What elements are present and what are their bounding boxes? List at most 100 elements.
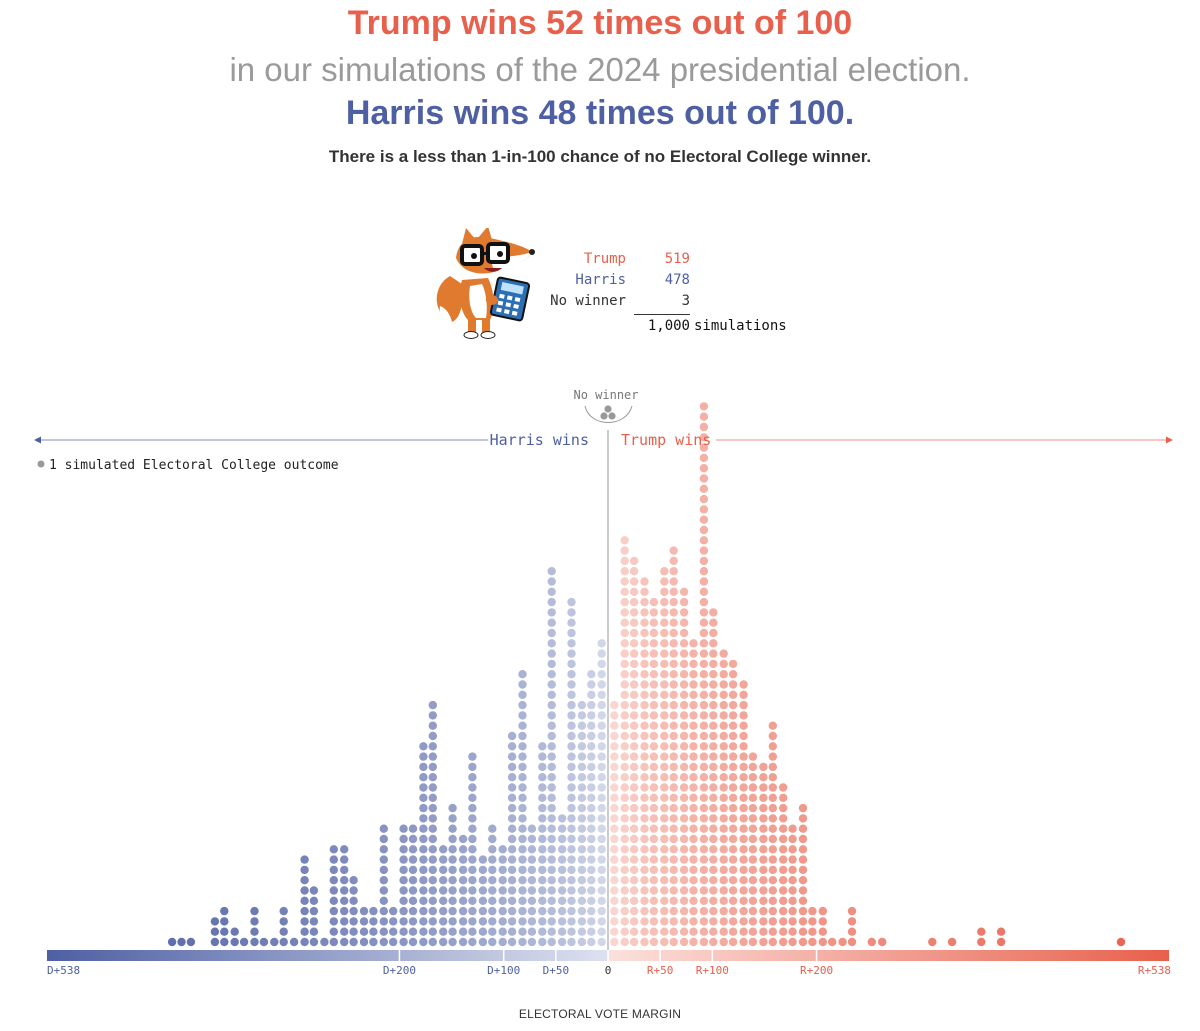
simulation-dot (779, 803, 788, 813)
simulation-dot (518, 886, 527, 895)
simulation-dot (567, 845, 576, 854)
simulation-dot (379, 906, 388, 916)
simulation-dot (428, 762, 437, 772)
simulation-dot (748, 752, 758, 761)
simulation-dot (640, 649, 649, 658)
simulation-dot (587, 690, 596, 699)
simulation-dot (779, 937, 788, 947)
simulation-dot (379, 834, 388, 844)
simulation-dot (788, 876, 797, 885)
simulation-dot (709, 803, 718, 813)
simulation-dot (557, 824, 567, 833)
simulation-dot (679, 742, 689, 751)
simulation-dot (699, 402, 709, 411)
simulation-dot (587, 762, 596, 772)
simulation-dot (867, 937, 876, 947)
simulation-dot (719, 670, 728, 679)
simulation-dot (620, 886, 629, 895)
simulation-dot (620, 556, 629, 566)
simulation-dot (649, 855, 659, 864)
simulation-dot (709, 783, 718, 792)
simulation-dot (259, 937, 269, 947)
simulation-dot (709, 649, 718, 658)
simulation-dot (620, 659, 629, 669)
simulation-dot (478, 855, 488, 864)
simulation-dot (428, 917, 437, 926)
simulation-dot (779, 834, 788, 844)
simulation-dot (329, 917, 338, 926)
simulation-dot (779, 896, 788, 905)
simulation-dot (699, 855, 709, 864)
simulation-dot (699, 515, 709, 524)
simulation-dot (728, 773, 738, 782)
tick-label: D+100 (487, 964, 520, 977)
simulation-dot (359, 906, 369, 916)
simulation-dot (538, 742, 547, 751)
simulation-dot (557, 927, 567, 936)
simulation-dot (719, 680, 728, 689)
simulation-dot (699, 587, 709, 596)
simulation-dot (739, 937, 748, 947)
simulation-dot (788, 834, 797, 844)
simulation-dot (610, 700, 619, 710)
simulation-dot (597, 824, 606, 833)
simulation-dot (709, 659, 718, 669)
simulation-dot (597, 659, 606, 669)
simulation-dot (629, 752, 639, 761)
simulation-dot (699, 711, 709, 720)
simulation-dot (439, 917, 448, 926)
simulation-dot (818, 937, 827, 947)
simulation-dot (728, 814, 738, 823)
simulation-dot (669, 773, 678, 782)
simulation-dot (739, 731, 748, 741)
simulation-dot (577, 855, 587, 864)
simulation-dot (507, 773, 517, 782)
simulation-dot (567, 690, 576, 699)
simulation-dot (679, 896, 689, 905)
simulation-dot (719, 659, 728, 669)
simulation-dot (428, 906, 437, 916)
simulation-dot (610, 752, 619, 761)
tally-total-value: 1,000 (647, 318, 690, 334)
simulation-dot (399, 906, 408, 916)
simulation-dot (507, 876, 517, 885)
simulation-dot (629, 906, 639, 916)
simulation-dot (448, 834, 457, 844)
simulation-dot (699, 927, 709, 936)
simulation-dot (679, 803, 689, 813)
simulation-dot (488, 917, 497, 926)
simulation-dot (448, 865, 457, 875)
simulation-dot (640, 670, 649, 679)
simulation-dot (587, 937, 596, 947)
simulation-dot (567, 886, 576, 895)
simulation-dot (947, 937, 957, 947)
simulation-dot (768, 762, 777, 772)
simulation-dot (547, 690, 556, 699)
simulation-dot (577, 783, 587, 792)
simulation-dot (629, 618, 639, 627)
simulation-dot (669, 721, 678, 730)
axis-ticks: D+538 D+200 D+100 D+50 0 R+50 R+100 R+200 R+538 (47, 950, 1171, 977)
simulation-dot (567, 773, 576, 782)
simulation-dot (419, 834, 428, 844)
simulation-dot (567, 855, 576, 864)
simulation-dot (629, 814, 639, 823)
simulation-dot (547, 711, 556, 720)
simulation-dot (748, 865, 758, 875)
simulation-dot (828, 937, 837, 947)
simulation-dot (567, 752, 576, 761)
simulation-dot (567, 700, 576, 710)
simulation-dot (640, 731, 649, 741)
simulation-dot (300, 886, 309, 895)
simulation-dot (649, 597, 659, 607)
simulation-dot (547, 845, 556, 854)
simulation-dot (788, 937, 797, 947)
simulation-dot (689, 865, 698, 875)
simulation-dot (660, 731, 669, 741)
simulation-dot (759, 845, 768, 854)
simulation-dot (709, 670, 718, 679)
simulation-dot (507, 814, 517, 823)
simulation-dot (739, 680, 748, 689)
simulation-dot (620, 670, 629, 679)
simulation-dot (669, 567, 678, 576)
